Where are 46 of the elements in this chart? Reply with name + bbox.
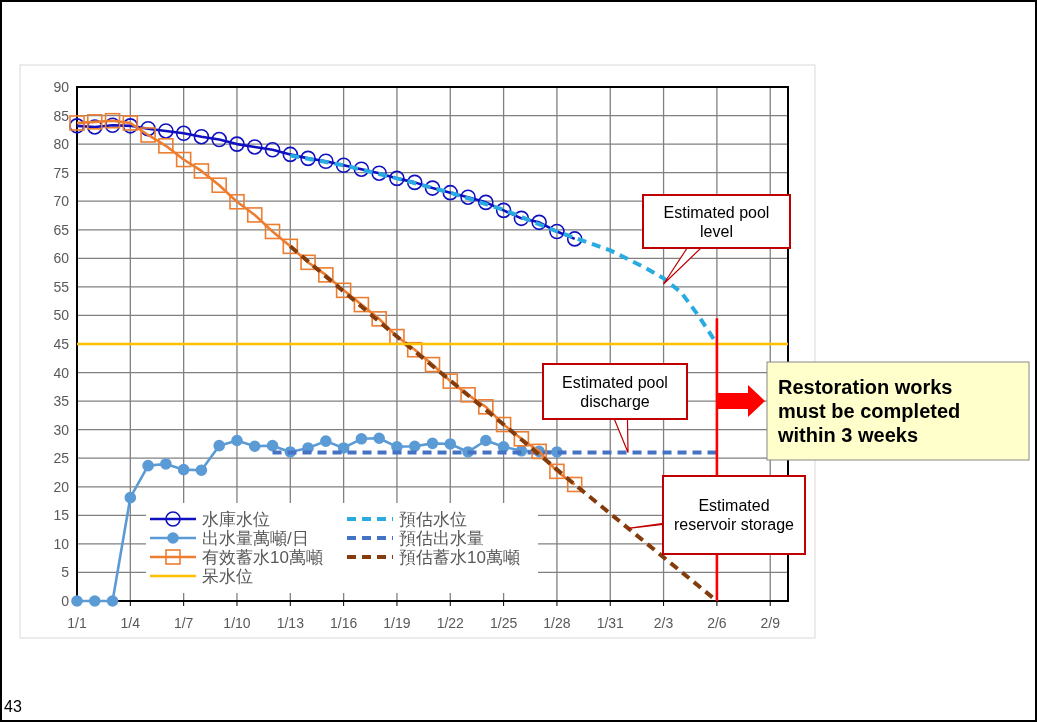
legend-label: 預估蓄水10萬噸 bbox=[399, 548, 520, 567]
x-tick-label: 1/28 bbox=[543, 615, 571, 631]
y-tick-label: 60 bbox=[53, 250, 70, 267]
x-tick-label: 1/4 bbox=[120, 615, 141, 631]
y-tick-label: 10 bbox=[53, 535, 70, 552]
y-tick-label: 35 bbox=[53, 393, 70, 410]
y-tick-label: 65 bbox=[53, 221, 70, 238]
annotation: Restoration works must be completed within 3 weeks bbox=[777, 376, 961, 446]
x-tick-label: 2/6 bbox=[707, 615, 727, 631]
legend-label: 出水量萬噸/日 bbox=[202, 529, 309, 548]
x-tick-label: 1/7 bbox=[173, 615, 194, 631]
y-tick-label: 80 bbox=[53, 136, 70, 153]
x-tick-label: 1/10 bbox=[223, 615, 251, 631]
y-tick-label: 0 bbox=[61, 593, 70, 609]
x-tick-label: 1/22 bbox=[436, 615, 465, 631]
annotation: Estimated pool discharge bbox=[562, 373, 668, 410]
legend-label: 水庫水位 bbox=[202, 510, 270, 529]
y-tick-label: 15 bbox=[53, 507, 70, 524]
annotation: Restoration works must be completed within 3 weeks bbox=[766, 361, 1030, 461]
text: 43 bbox=[4, 698, 22, 715]
x-tick-label: 1/25 bbox=[489, 615, 518, 631]
x-tick-label: 1/16 bbox=[330, 615, 358, 631]
y-tick-label: 90 bbox=[53, 79, 70, 95]
legend-label: 有效蓄水10萬噸 bbox=[202, 548, 323, 567]
legend-label: 預估水位 bbox=[399, 510, 467, 529]
annotation: Estimated pool level bbox=[663, 203, 770, 240]
y-tick-label: 25 bbox=[53, 450, 70, 467]
y-tick-label: 70 bbox=[53, 193, 70, 210]
y-tick-label: 75 bbox=[53, 164, 70, 181]
x-tick-label: 1/19 bbox=[383, 615, 411, 631]
y-tick-label: 30 bbox=[53, 421, 70, 438]
x-tick-label: 2/9 bbox=[760, 615, 781, 631]
y-tick-label: 40 bbox=[53, 364, 70, 381]
y-tick-label: 20 bbox=[53, 478, 70, 495]
x-tick-label: 2/3 bbox=[653, 615, 674, 631]
annotation: Estimated pool level bbox=[642, 194, 791, 285]
y-tick-label: 55 bbox=[53, 278, 70, 295]
legend-label: 呆水位 bbox=[202, 567, 253, 586]
y-tick-label: 50 bbox=[53, 307, 70, 324]
legend-label: 預估出水量 bbox=[399, 529, 484, 548]
x-tick-label: 1/13 bbox=[276, 615, 305, 631]
x-tick-label: 1/1 bbox=[67, 615, 87, 631]
y-tick-label: 45 bbox=[53, 336, 70, 352]
y-tick-label: 5 bbox=[61, 564, 70, 581]
y-tick-label: 85 bbox=[53, 107, 70, 124]
x-tick-label: 1/31 bbox=[596, 615, 625, 631]
